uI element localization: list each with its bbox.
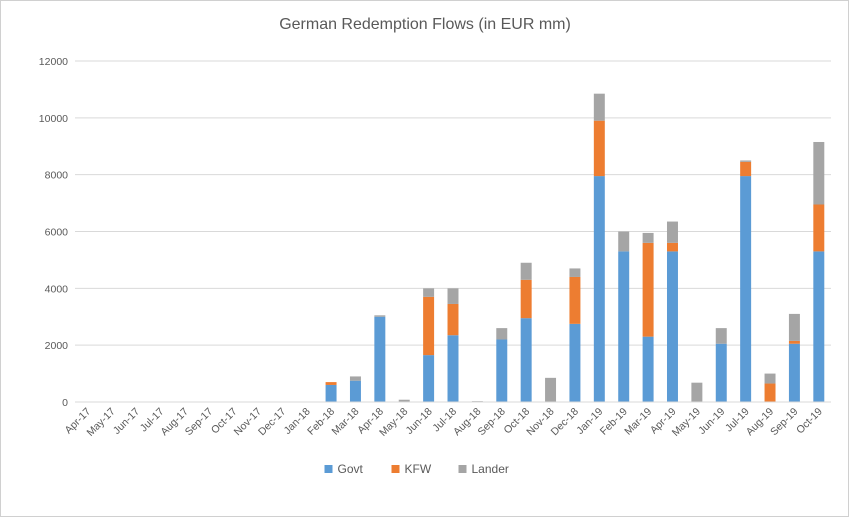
gridlines — [75, 60, 831, 346]
legend-swatch-kfw — [391, 465, 400, 473]
bar-segment-govt — [325, 384, 337, 402]
bar-segment-govt — [788, 343, 800, 402]
y-tick-label: 0 — [62, 397, 68, 409]
bar-segment-govt — [642, 336, 654, 402]
x-axis-ticks: Apr-17May-17Jun-17Jul-17Aug-17Sep-17Oct-… — [63, 406, 825, 439]
bar-segment-govt — [520, 318, 532, 402]
y-tick-label: 8000 — [45, 170, 69, 182]
legend: Govt KFW Lander — [324, 462, 509, 476]
x-tick-label: Jun-17 — [111, 406, 142, 437]
bar-segment-lander — [691, 382, 703, 402]
bar-segment-lander — [374, 315, 386, 317]
y-tick-label: 6000 — [45, 227, 69, 239]
x-tick-label: Mar-19 — [622, 406, 654, 438]
y-tick-label: 4000 — [45, 283, 69, 295]
legend-swatch-govt — [324, 465, 333, 473]
bar-segment-govt — [715, 343, 727, 402]
bar-segment-lander — [545, 377, 557, 402]
y-tick-label: 2000 — [45, 340, 69, 352]
y-tick-label: 12000 — [39, 56, 68, 68]
legend-label-govt: Govt — [338, 462, 364, 476]
bar-segment-lander — [666, 221, 678, 243]
bar-segment-lander — [813, 141, 825, 205]
bar-segment-kfw — [788, 340, 800, 344]
bar-segment-kfw — [569, 276, 581, 324]
bar-segment-kfw — [423, 296, 435, 356]
legend-label-kfw: KFW — [405, 462, 432, 476]
bar-segment-govt — [813, 251, 825, 402]
bar-segment-kfw — [666, 242, 678, 252]
bar-segment-govt — [496, 339, 508, 402]
bar-segment-govt — [423, 355, 435, 402]
bar-segment-kfw — [813, 204, 825, 252]
bar-segment-lander — [569, 268, 581, 277]
bar-segment-lander — [740, 160, 752, 162]
bar-segment-lander — [496, 328, 508, 340]
bar-segment-kfw — [764, 383, 776, 402]
x-tick-label: Sep-18 — [475, 406, 508, 439]
bar-segment-lander — [423, 288, 435, 297]
legend-label-lander: Lander — [472, 462, 509, 476]
bar-segment-lander — [520, 262, 532, 280]
bar-segment-lander — [593, 93, 605, 121]
bar-segment-govt — [666, 251, 678, 402]
bar-segment-lander — [618, 231, 630, 252]
bar-segment-lander — [788, 313, 800, 341]
bar-segment-govt — [349, 380, 361, 402]
x-tick-label: Oct-19 — [794, 406, 825, 437]
bar-segment-lander — [349, 376, 361, 381]
bar-segment-lander — [715, 328, 727, 344]
x-tick-label: Jun-18 — [404, 406, 435, 437]
bar-segment-kfw — [447, 303, 459, 336]
bar-segment-govt — [447, 335, 459, 402]
bar-segment-lander — [642, 232, 654, 243]
y-axis-ticks: 0 2000 4000 6000 8000 10000 12000 — [39, 56, 68, 409]
bar-segment-kfw — [740, 161, 752, 177]
bar-segment-kfw — [642, 242, 654, 337]
bar-segment-govt — [740, 176, 752, 402]
bar-segment-lander — [764, 373, 776, 384]
x-tick-label: Dec-18 — [549, 406, 582, 439]
bar-segment-govt — [593, 176, 605, 402]
x-tick-label: Dec-17 — [256, 406, 289, 439]
bar-segment-lander — [398, 399, 410, 402]
x-tick-label: Sep-17 — [183, 406, 216, 439]
bar-segment-govt — [374, 316, 386, 402]
bar-segment-govt — [569, 323, 581, 402]
bar-segment-kfw — [325, 382, 337, 385]
x-tick-label: Mar-18 — [330, 406, 362, 438]
x-tick-label: Sep-19 — [768, 406, 801, 439]
bar-segment-kfw — [520, 279, 532, 319]
y-tick-label: 10000 — [39, 113, 68, 125]
bars — [325, 93, 825, 402]
x-tick-label: Jun-19 — [696, 406, 727, 437]
legend-swatch-lander — [458, 465, 467, 473]
bar-segment-govt — [618, 251, 630, 402]
bar-segment-kfw — [593, 120, 605, 177]
chart-title: German Redemption Flows (in EUR mm) — [279, 16, 571, 33]
bar-segment-lander — [447, 288, 459, 304]
